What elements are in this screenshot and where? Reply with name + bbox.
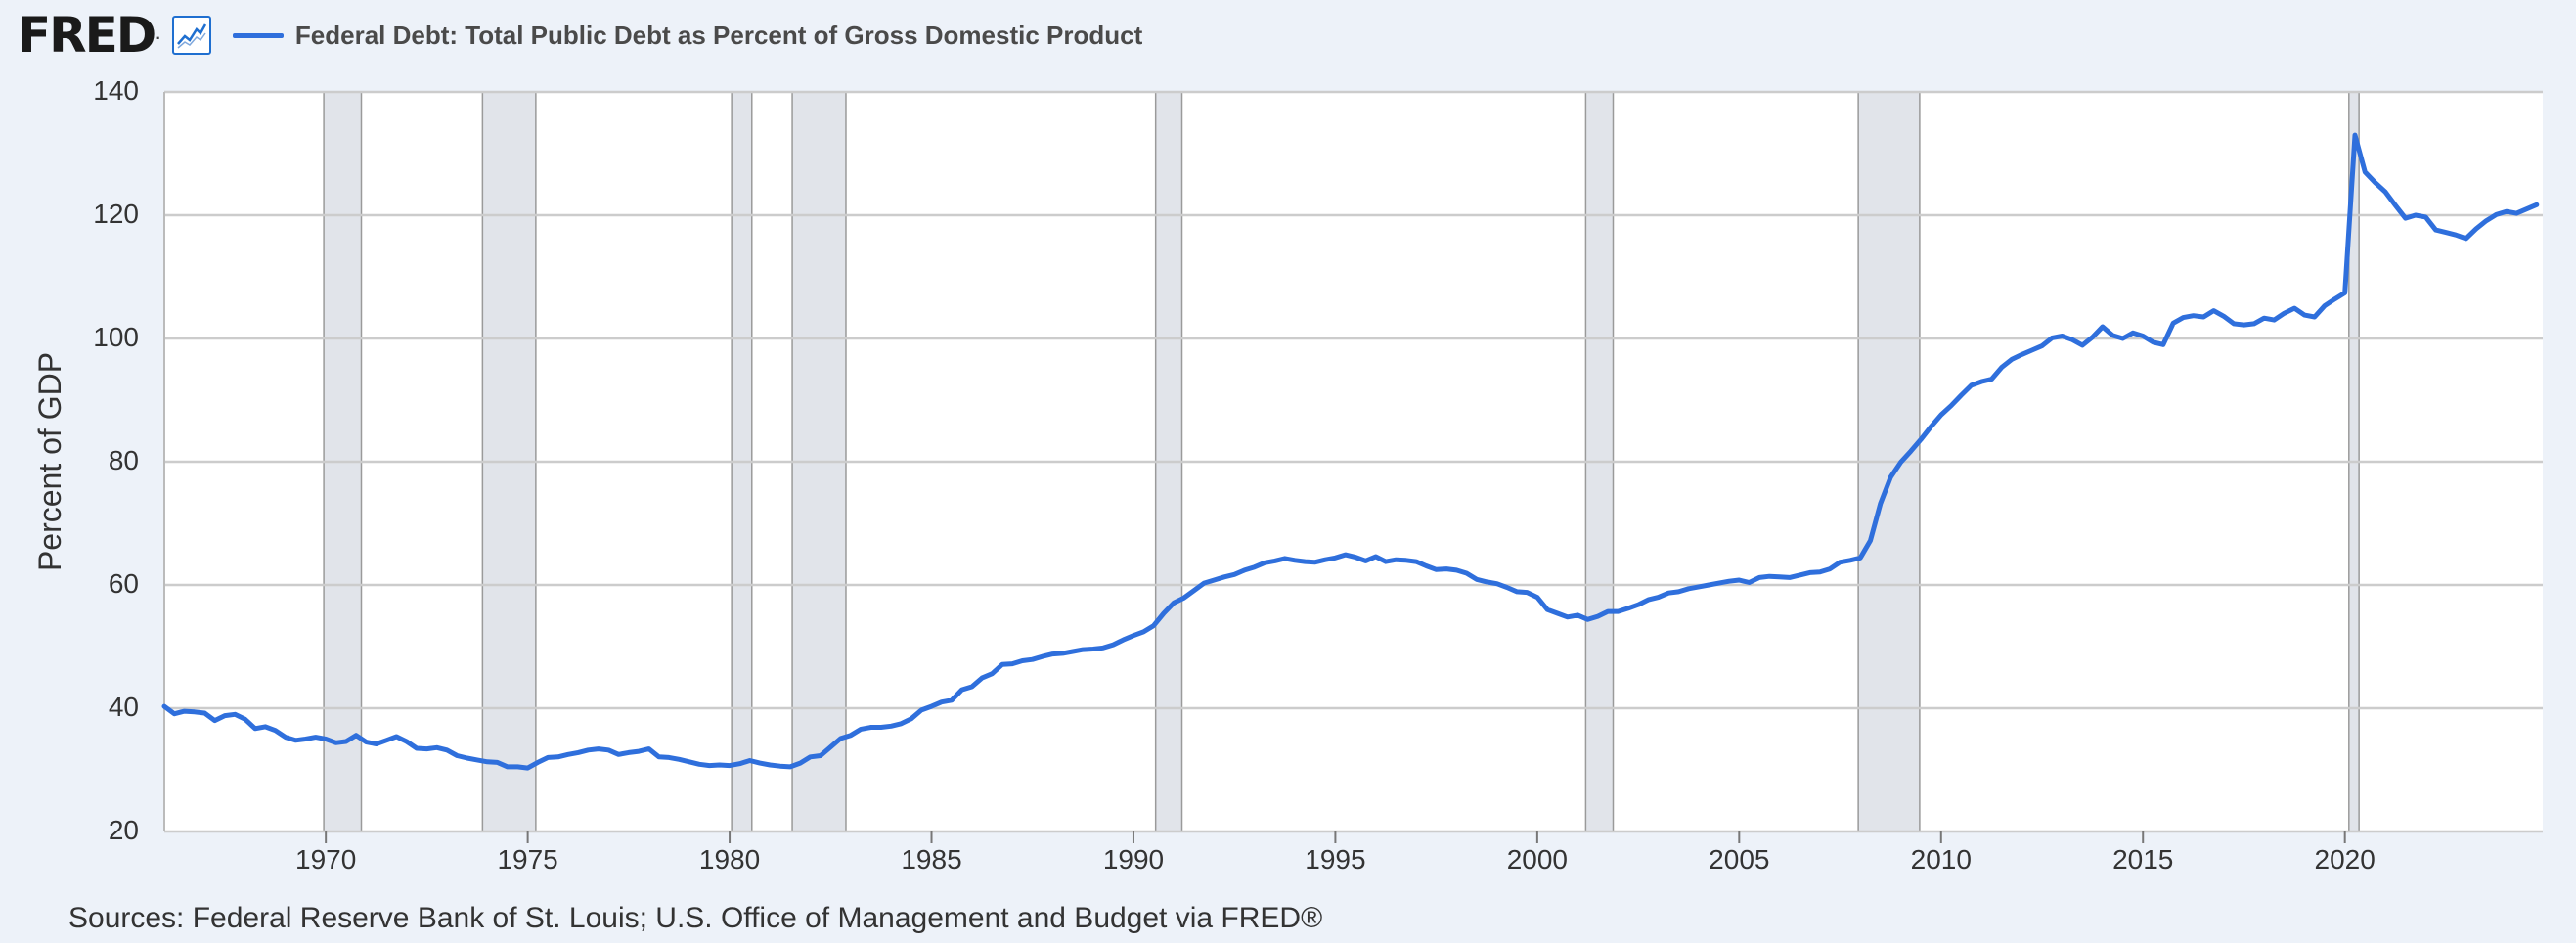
x-tick-label: 2015	[2112, 844, 2173, 875]
x-tick-label: 1990	[1103, 844, 1164, 875]
fred-logo-mark: .	[155, 28, 159, 42]
x-tick-label: 2000	[1507, 844, 1568, 875]
y-tick-label: 40	[109, 692, 139, 722]
x-tick-label: 2010	[1911, 844, 1972, 875]
y-tick-label: 140	[93, 75, 139, 106]
x-tick-label: 2020	[2315, 844, 2376, 875]
fred-logo-text: FRED	[18, 7, 156, 64]
y-tick-label: 80	[109, 445, 139, 475]
x-tick-label: 1995	[1305, 844, 1365, 875]
y-tick-label: 60	[109, 568, 139, 599]
x-tick-label: 1970	[295, 844, 356, 875]
fred-logo[interactable]: FRED.	[18, 7, 160, 64]
y-tick-label: 120	[93, 199, 139, 229]
source-note: Sources: Federal Reserve Bank of St. Lou…	[68, 902, 1323, 934]
line-chart-icon[interactable]	[171, 16, 211, 55]
series-line	[161, 132, 2540, 771]
x-tick-label: 1980	[699, 844, 760, 875]
x-tick-label: 1975	[497, 844, 557, 875]
chart-header: FRED. Federal Debt: Total Public Debt as…	[18, 8, 1142, 63]
legend-series-swatch	[232, 32, 284, 38]
y-axis-title: Percent of GDP	[32, 352, 67, 571]
y-tick-label: 20	[109, 815, 139, 845]
x-tick-label: 2005	[1709, 844, 1769, 875]
y-tick-label: 100	[93, 322, 139, 352]
legend-series-title[interactable]: Federal Debt: Total Public Debt as Perce…	[294, 20, 1143, 50]
x-tick-label: 1985	[901, 844, 961, 875]
